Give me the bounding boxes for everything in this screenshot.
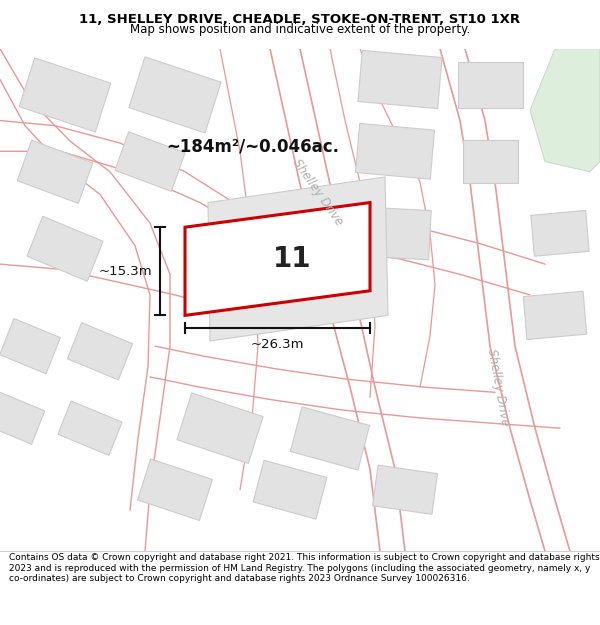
Polygon shape — [185, 202, 370, 316]
Bar — [531, 211, 589, 256]
Polygon shape — [208, 177, 388, 341]
Bar — [356, 123, 434, 179]
Text: Contains OS data © Crown copyright and database right 2021. This information is : Contains OS data © Crown copyright and d… — [9, 554, 599, 583]
Polygon shape — [530, 49, 600, 172]
Text: 11, SHELLEY DRIVE, CHEADLE, STOKE-ON-TRENT, ST10 1XR: 11, SHELLEY DRIVE, CHEADLE, STOKE-ON-TRE… — [79, 13, 521, 26]
Bar — [0, 319, 60, 374]
Bar — [290, 407, 370, 470]
Bar — [458, 62, 523, 107]
Text: ~26.3m: ~26.3m — [251, 338, 304, 351]
Text: 11: 11 — [273, 245, 312, 273]
Bar — [67, 322, 133, 380]
Text: ~184m²/~0.046ac.: ~184m²/~0.046ac. — [167, 137, 340, 155]
Bar — [359, 207, 431, 260]
Bar — [0, 392, 45, 444]
Text: Shelley Drive: Shelley Drive — [290, 157, 346, 228]
Bar — [523, 291, 587, 339]
Bar — [17, 140, 93, 204]
Text: Map shows position and indicative extent of the property.: Map shows position and indicative extent… — [130, 22, 470, 36]
Bar — [137, 459, 212, 521]
Bar — [115, 132, 185, 191]
Bar — [253, 460, 327, 519]
Bar — [358, 51, 442, 109]
Bar — [177, 393, 263, 464]
Bar — [27, 216, 103, 281]
Bar — [129, 57, 221, 133]
Text: ~15.3m: ~15.3m — [98, 265, 152, 278]
Text: Shelley Drive: Shelley Drive — [485, 348, 511, 427]
Bar — [373, 465, 437, 514]
Bar — [19, 58, 111, 132]
Bar — [58, 401, 122, 456]
Bar — [463, 140, 517, 183]
